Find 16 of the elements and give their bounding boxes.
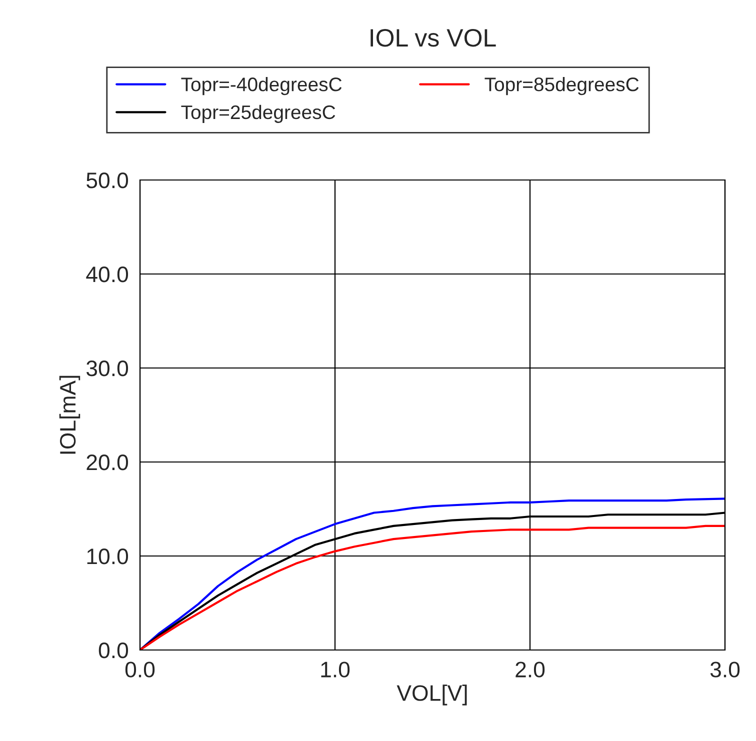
chart-title: IOL vs VOL (370, 29, 496, 47)
y-tick-label: 0.0 (98, 642, 128, 658)
legend-label: Topr=85degreesC (484, 77, 639, 96)
y-tick-label: 10.0 (87, 548, 128, 564)
legend-label: Topr=-40degreesC (181, 77, 342, 96)
legend-label: Topr=25degreesC (181, 104, 336, 123)
x-tick-label: 1.0 (321, 662, 350, 678)
y-tick-label: 50.0 (86, 172, 128, 188)
x-tick-label: 2.0 (516, 662, 545, 678)
x-axis-title: VOL[V] (396, 684, 467, 706)
x-tick-label: 0.0 (125, 662, 155, 678)
x-tick-label: 3.0 (710, 662, 740, 678)
y-tick-label: 40.0 (86, 266, 128, 282)
y-tick-label: 20.0 (86, 454, 128, 470)
y-axis-title: IOL[mA] (59, 376, 80, 454)
y-tick-label: 30.0 (86, 360, 128, 376)
